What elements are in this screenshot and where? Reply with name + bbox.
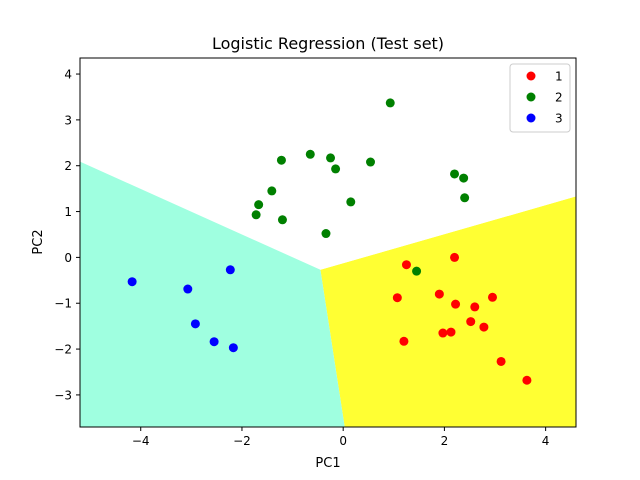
x-axis-label: PC1 <box>315 456 340 471</box>
point-class-2 <box>326 153 336 163</box>
point-class-2 <box>366 157 376 167</box>
point-class-2 <box>460 193 470 203</box>
legend-label-1: 1 <box>555 70 563 84</box>
x-tick-label: −4 <box>132 434 150 448</box>
point-class-1 <box>496 356 506 366</box>
y-tick-label: 3 <box>64 113 72 127</box>
legend-label-2: 2 <box>555 91 563 105</box>
y-axis-ticks: −3 −2 −1 0 1 2 3 4 <box>54 68 80 402</box>
plot-frame <box>79 57 577 428</box>
y-tick-label: 0 <box>64 251 72 265</box>
y-tick-label: 1 <box>64 205 72 219</box>
legend-marker-3 <box>526 113 536 123</box>
point-class-1 <box>399 336 409 346</box>
point-class-2 <box>346 197 356 207</box>
point-class-1 <box>434 289 444 299</box>
point-class-2 <box>251 210 261 220</box>
point-class-2 <box>385 98 395 108</box>
point-class-1 <box>466 317 476 327</box>
point-class-1 <box>479 322 489 332</box>
legend: 1 2 3 <box>509 63 571 133</box>
point-class-3 <box>190 319 200 329</box>
point-class-1 <box>450 252 460 262</box>
legend-box <box>509 63 571 133</box>
x-axis-ticks: −4 −2 0 2 4 <box>132 427 550 448</box>
point-class-2 <box>321 229 331 239</box>
data-points <box>127 98 532 385</box>
point-class-1 <box>487 292 497 302</box>
point-class-3 <box>225 265 235 275</box>
x-tick-label: −2 <box>233 434 251 448</box>
chart-title: Logistic Regression (Test set) <box>212 34 444 53</box>
point-class-1 <box>438 328 448 338</box>
legend-marker-1 <box>526 71 536 81</box>
legend-marker-2 <box>526 92 536 102</box>
point-class-3 <box>209 337 219 347</box>
point-class-2 <box>277 215 287 225</box>
decision-regions <box>80 58 576 427</box>
point-class-1 <box>446 327 456 337</box>
point-class-2 <box>459 173 469 183</box>
point-class-3 <box>183 284 193 294</box>
y-axis-label: PC2 <box>31 229 46 254</box>
point-class-2 <box>331 164 341 174</box>
region-class-2 <box>80 58 576 270</box>
region-class-3 <box>80 161 345 427</box>
y-tick-label: −2 <box>54 343 72 357</box>
region-class-1 <box>320 196 576 427</box>
y-tick-label: −3 <box>54 388 72 402</box>
point-class-2 <box>412 266 422 276</box>
point-class-1 <box>470 302 480 312</box>
y-tick-label: −1 <box>54 297 72 311</box>
point-class-1 <box>392 293 402 303</box>
point-class-3 <box>228 343 238 353</box>
point-class-2 <box>267 186 277 196</box>
point-class-3 <box>127 277 137 287</box>
point-class-1 <box>401 260 411 270</box>
x-tick-label: 4 <box>542 434 550 448</box>
y-tick-label: 2 <box>64 159 72 173</box>
x-tick-label: 2 <box>441 434 449 448</box>
point-class-2 <box>276 155 286 165</box>
point-class-1 <box>451 299 461 309</box>
point-class-2 <box>254 200 264 210</box>
legend-label-3: 3 <box>555 112 563 126</box>
point-class-2 <box>450 169 460 179</box>
point-class-1 <box>522 375 532 385</box>
x-tick-label: 0 <box>339 434 347 448</box>
point-class-2 <box>305 149 315 159</box>
y-tick-label: 4 <box>64 68 72 82</box>
